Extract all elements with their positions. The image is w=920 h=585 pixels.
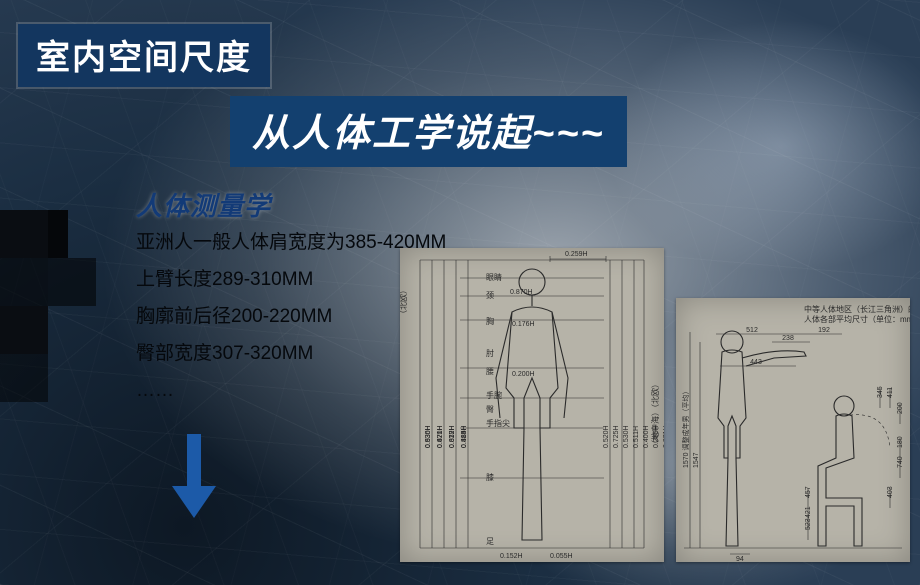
svg-text:403: 403: [887, 486, 894, 498]
main-title: 室内空间尺度: [18, 24, 270, 87]
svg-text:443: 443: [750, 359, 762, 366]
anthropometry-figure-front: 0.259H 0.870H 0.176H 0.200H 眼睛颈胸肘腰手腕臀手指尖…: [400, 248, 664, 562]
svg-text:0.725H: 0.725H: [613, 425, 620, 448]
svg-text:0.530H: 0.530H: [425, 425, 432, 448]
svg-text:0.152H: 0.152H: [500, 553, 523, 560]
svg-text:94: 94: [736, 556, 744, 562]
svg-text:胸: 胸: [486, 316, 494, 326]
svg-text:（地中海）（北欧）: （地中海）（北欧）: [650, 380, 660, 448]
svg-text:颈: 颈: [486, 291, 494, 300]
svg-text:0.471H: 0.471H: [437, 425, 444, 448]
svg-text:0.259H: 0.259H: [565, 251, 588, 258]
svg-text:0.400H: 0.400H: [643, 425, 650, 448]
svg-text:肘: 肘: [486, 349, 494, 358]
down-arrow-icon: [172, 434, 216, 524]
svg-text:200: 200: [897, 402, 904, 414]
svg-text:0.200H: 0.200H: [512, 371, 535, 378]
background-squares: [0, 0, 140, 585]
svg-text:腰: 腰: [486, 367, 494, 376]
svg-text:膝: 膝: [486, 472, 494, 482]
svg-text:臀: 臀: [486, 405, 494, 414]
svg-text:1570 调整成年男（平均）: 1570 调整成年男（平均）: [681, 387, 690, 468]
svg-text:421: 421: [805, 506, 812, 518]
svg-text:0.176H: 0.176H: [512, 321, 535, 328]
svg-text:192: 192: [818, 327, 830, 334]
svg-text:中等人体地区（长江三角洲）的: 中等人体地区（长江三角洲）的: [804, 304, 910, 314]
svg-text:345: 345: [877, 386, 884, 398]
svg-text:1547: 1547: [693, 452, 700, 468]
svg-text:眼睛: 眼睛: [486, 272, 502, 282]
svg-text:0.377H: 0.377H: [449, 425, 456, 448]
svg-text:手指尖: 手指尖: [486, 418, 510, 428]
svg-text:0.271H: 0.271H: [663, 425, 664, 448]
svg-text:180: 180: [897, 436, 904, 448]
anthropometry-figure-seated: 中等人体地区（长江三角洲）的 人体各部平均尺寸（单位：mm） 512 238 1…: [676, 298, 910, 562]
svg-text:0.511H: 0.511H: [633, 426, 640, 448]
svg-text:0.055H: 0.055H: [550, 553, 573, 560]
svg-text:411: 411: [887, 387, 894, 398]
svg-text:（北欧）: （北欧）: [400, 286, 408, 318]
svg-text:0.489H: 0.489H: [461, 425, 468, 448]
svg-text:手腕: 手腕: [486, 390, 502, 400]
svg-text:足: 足: [486, 537, 494, 546]
subtitle: 从人体工学说起~~~: [230, 96, 627, 167]
svg-text:0.520H: 0.520H: [603, 425, 610, 448]
section-title: 人体测量学: [136, 186, 271, 223]
svg-text:0.530H: 0.530H: [623, 425, 630, 448]
svg-text:0.870H: 0.870H: [510, 289, 533, 296]
svg-text:523: 523: [805, 518, 812, 530]
svg-text:740: 740: [897, 456, 904, 468]
svg-text:238: 238: [782, 335, 794, 342]
svg-text:457: 457: [805, 486, 812, 498]
svg-text:512: 512: [746, 327, 758, 334]
svg-text:人体各部平均尺寸（单位：mm）: 人体各部平均尺寸（单位：mm）: [804, 314, 910, 324]
